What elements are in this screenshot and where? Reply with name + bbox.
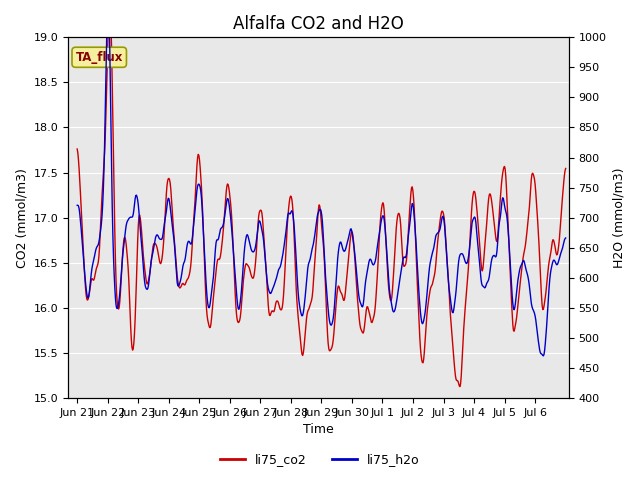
X-axis label: Time: Time [303,423,333,436]
Y-axis label: CO2 (mmol/m3): CO2 (mmol/m3) [15,168,28,267]
Text: TA_flux: TA_flux [76,51,123,64]
Y-axis label: H2O (mmol/m3): H2O (mmol/m3) [612,168,625,268]
Title: Alfalfa CO2 and H2O: Alfalfa CO2 and H2O [233,15,404,33]
Legend: li75_co2, li75_h2o: li75_co2, li75_h2o [215,448,425,471]
